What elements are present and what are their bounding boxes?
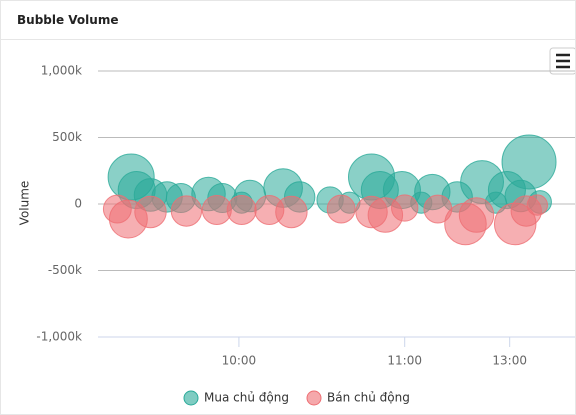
y-tick-label: 1,000k xyxy=(41,64,82,78)
legend-label: Mua chủ động xyxy=(204,391,289,405)
card-title: Bubble Volume xyxy=(1,1,575,40)
x-tick-label: 10:00 xyxy=(222,354,257,368)
bubble xyxy=(526,194,549,216)
bubble xyxy=(275,195,308,229)
y-tick-label: 0 xyxy=(74,197,82,211)
bubble xyxy=(391,194,419,222)
series-1 xyxy=(102,194,549,246)
legend-marker xyxy=(306,390,322,406)
x-tick-label: 11:00 xyxy=(387,354,422,368)
y-tick-label: -1,000k xyxy=(36,330,82,344)
bubble xyxy=(326,194,356,224)
bubble xyxy=(170,195,203,227)
legend-label: Bán chủ động xyxy=(327,391,410,405)
y-axis-title: Volume xyxy=(18,181,32,226)
bubble xyxy=(226,194,257,226)
y-tick-label: -500k xyxy=(48,263,82,277)
y-tick-label: 500k xyxy=(52,130,82,144)
bubble xyxy=(458,197,495,233)
x-tick-label: 13:00 xyxy=(492,354,527,368)
menu-icon xyxy=(556,53,570,69)
legend-marker xyxy=(183,390,199,406)
bubble xyxy=(501,134,557,190)
bubble xyxy=(134,195,167,229)
